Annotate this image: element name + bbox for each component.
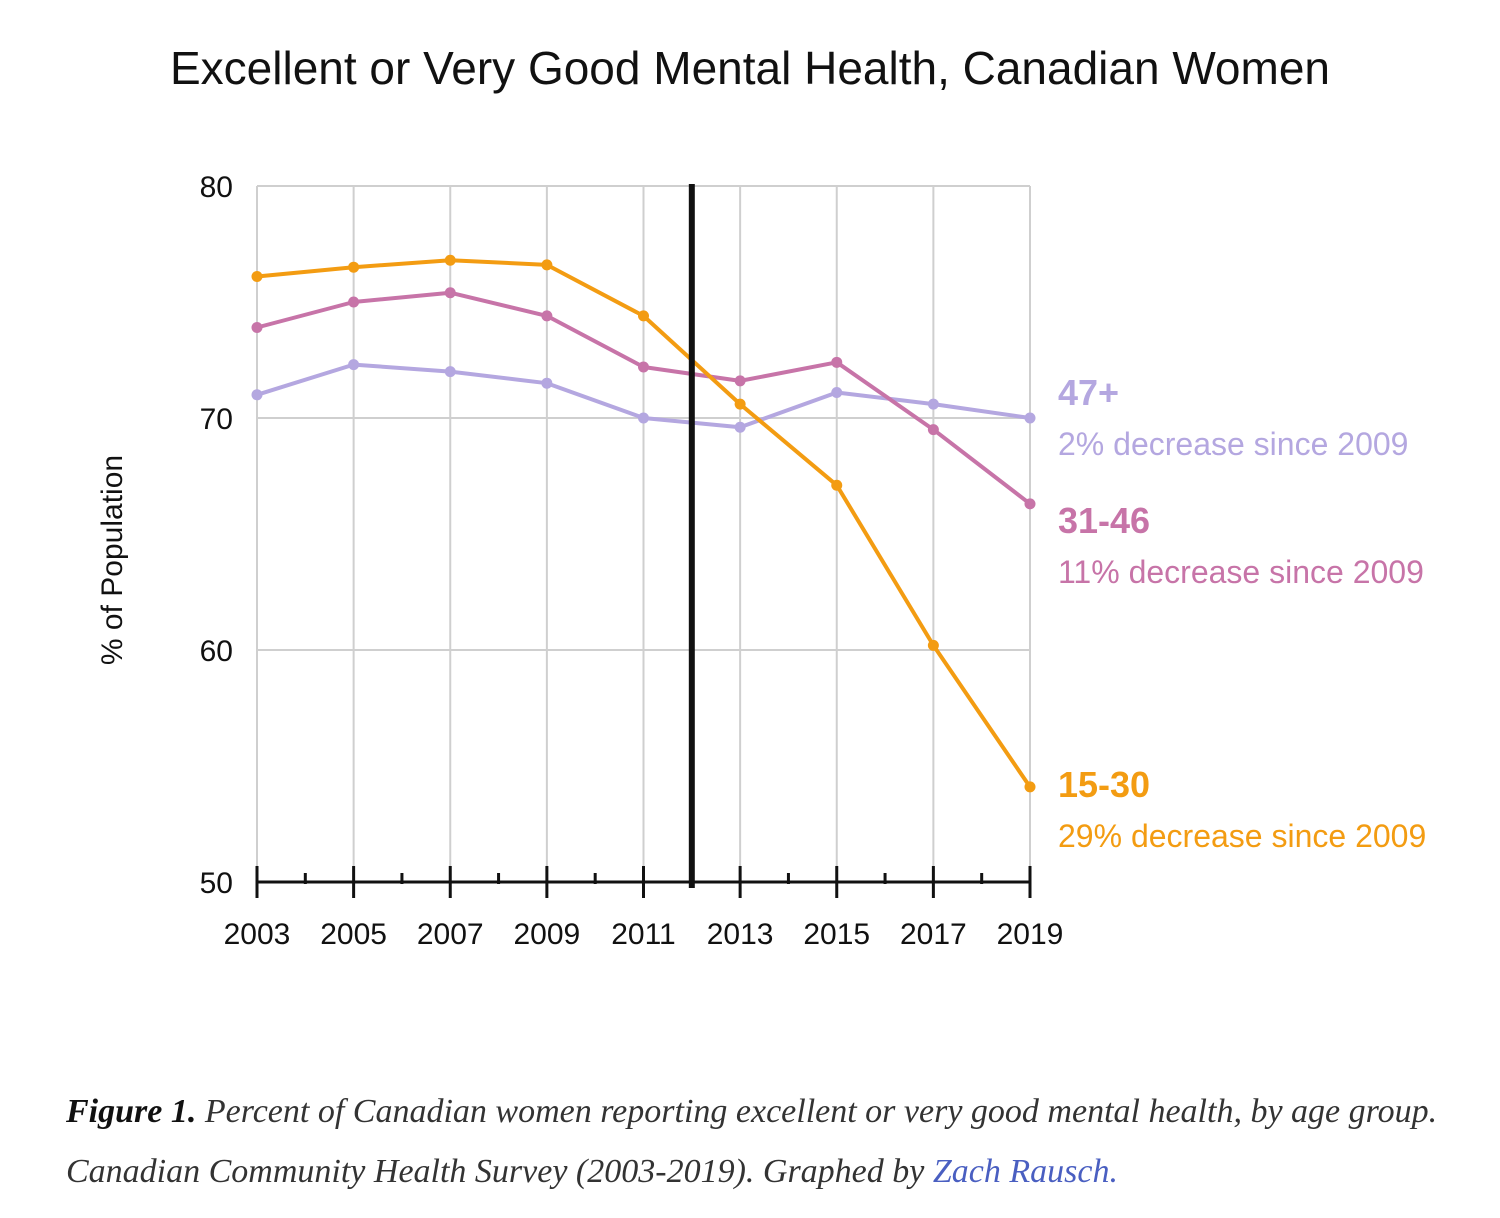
- data-point: [251, 389, 263, 401]
- data-point: [348, 359, 360, 371]
- series-label: 47+: [1058, 372, 1119, 413]
- data-point: [638, 412, 649, 424]
- series-label: 15-30: [1058, 764, 1150, 805]
- caption-text: Percent of Canadian women reporting exce…: [66, 1093, 1438, 1190]
- y-tick-label: 80: [200, 171, 233, 204]
- x-tick-label: 2007: [417, 918, 484, 951]
- x-tick-label: 2019: [997, 918, 1064, 951]
- data-point: [734, 398, 746, 410]
- data-point: [927, 398, 939, 410]
- data-point: [541, 259, 553, 271]
- x-tick-label: 2005: [320, 918, 387, 951]
- data-point: [927, 424, 939, 436]
- series-note: 11% decrease since 2009: [1058, 554, 1424, 590]
- data-point: [638, 310, 649, 322]
- x-tick-label: 2003: [224, 918, 291, 951]
- x-tick-label: 2015: [803, 918, 870, 951]
- data-point: [734, 421, 746, 433]
- data-point: [348, 296, 360, 308]
- y-axis-title: % of Population: [96, 455, 129, 665]
- data-point: [444, 254, 456, 266]
- x-tick-label: 2017: [900, 918, 967, 951]
- author-link[interactable]: Zach Rausch.: [932, 1153, 1118, 1190]
- data-point: [251, 270, 263, 282]
- x-tick-label: 2011: [611, 918, 676, 951]
- x-tick-label: 2013: [707, 918, 774, 951]
- y-tick-label: 50: [200, 867, 233, 900]
- chart: Excellent or Very Good Mental Health, Ca…: [96, 42, 1426, 951]
- data-point: [638, 361, 649, 373]
- data-point: [734, 375, 746, 387]
- series-note: 2% decrease since 2009: [1058, 426, 1408, 462]
- data-point: [251, 322, 263, 334]
- series-label: 31-46: [1058, 500, 1150, 541]
- series-note: 29% decrease since 2009: [1058, 818, 1426, 854]
- data-point: [927, 639, 939, 651]
- data-point: [444, 287, 456, 299]
- data-point: [541, 310, 553, 322]
- data-point: [1024, 781, 1036, 793]
- y-tick-label: 60: [200, 635, 233, 668]
- data-point: [831, 479, 843, 491]
- data-point: [444, 366, 456, 378]
- figure-caption: Figure 1. Percent of Canadian women repo…: [66, 1082, 1486, 1202]
- chart-title: Excellent or Very Good Mental Health, Ca…: [170, 42, 1330, 94]
- data-point: [541, 377, 553, 389]
- data-point: [831, 386, 843, 398]
- data-point: [1024, 498, 1036, 510]
- y-tick-label: 70: [200, 403, 233, 436]
- x-tick-label: 2009: [514, 918, 581, 951]
- data-point: [348, 261, 360, 273]
- data-point: [1024, 412, 1036, 424]
- data-point: [831, 356, 843, 368]
- caption-label: Figure 1.: [66, 1093, 197, 1130]
